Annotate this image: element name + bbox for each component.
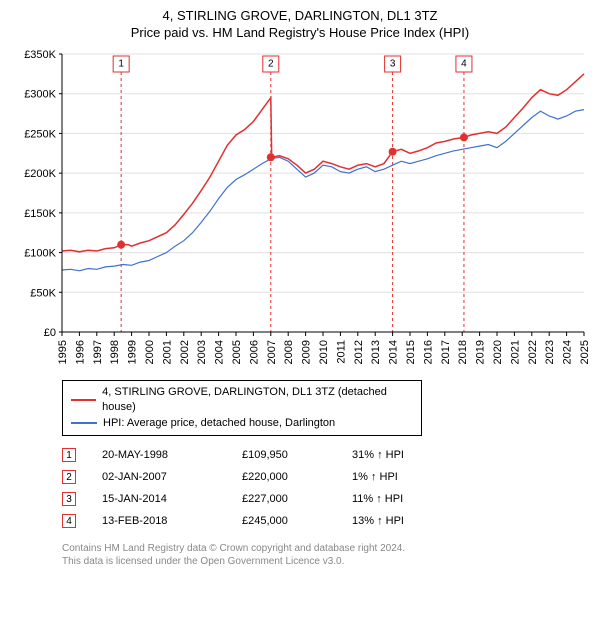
chart-container: 4, STIRLING GROVE, DARLINGTON, DL1 3TZ P… bbox=[0, 0, 600, 578]
sale-delta: 1% ↑ HPI bbox=[352, 471, 462, 483]
x-tick-label: 2009 bbox=[301, 340, 313, 364]
sale-price: £227,000 bbox=[242, 493, 352, 505]
sale-price: £245,000 bbox=[242, 515, 352, 527]
table-row: 1 20-MAY-1998 £109,950 31% ↑ HPI bbox=[62, 444, 590, 466]
sale-delta: 31% ↑ HPI bbox=[352, 449, 462, 461]
x-tick-label: 2022 bbox=[527, 340, 539, 364]
sale-date: 13-FEB-2018 bbox=[102, 515, 242, 527]
chart-subtitle: Price paid vs. HM Land Registry's House … bbox=[10, 25, 590, 40]
sale-delta: 13% ↑ HPI bbox=[352, 515, 462, 527]
legend-label-hpi: HPI: Average price, detached house, Darl… bbox=[103, 416, 335, 431]
y-tick-label: £200K bbox=[24, 168, 56, 180]
x-tick-label: 2025 bbox=[579, 340, 590, 364]
x-tick-label: 2021 bbox=[509, 340, 521, 364]
sale-marker-number: 2 bbox=[268, 59, 274, 70]
sale-marker-dot bbox=[460, 133, 468, 141]
x-tick-label: 2008 bbox=[283, 340, 295, 364]
x-tick-label: 2013 bbox=[370, 340, 382, 364]
footer-line2: This data is licensed under the Open Gov… bbox=[62, 555, 590, 568]
x-tick-label: 2004 bbox=[214, 340, 226, 364]
x-tick-label: 1995 bbox=[57, 340, 69, 364]
legend-swatch-hpi bbox=[71, 422, 97, 424]
legend: 4, STIRLING GROVE, DARLINGTON, DL1 3TZ (… bbox=[62, 380, 422, 436]
x-tick-label: 2001 bbox=[161, 340, 173, 364]
x-tick-label: 2011 bbox=[335, 340, 347, 364]
chart-title-address: 4, STIRLING GROVE, DARLINGTON, DL1 3TZ bbox=[10, 8, 590, 23]
x-tick-label: 2016 bbox=[422, 340, 434, 364]
y-tick-label: £300K bbox=[24, 89, 56, 101]
chart-plot: £0 £50K £100K £150K £200K £250K £300K £350K 1995… bbox=[10, 44, 590, 374]
marker-box-icon: 1 bbox=[62, 448, 76, 462]
sale-marker-dot bbox=[267, 153, 275, 161]
legend-swatch-property bbox=[71, 399, 96, 401]
sale-price: £220,000 bbox=[242, 471, 352, 483]
sale-marker-number: 1 bbox=[118, 59, 124, 70]
x-tick-label: 2000 bbox=[144, 340, 156, 364]
x-tick-label: 1999 bbox=[127, 340, 139, 364]
x-tick-label: 2023 bbox=[544, 340, 556, 364]
sale-date: 20-MAY-1998 bbox=[102, 449, 242, 461]
x-tick-label: 2024 bbox=[562, 340, 574, 364]
marker-box-icon: 2 bbox=[62, 470, 76, 484]
sale-marker-number: 3 bbox=[390, 59, 396, 70]
sale-date: 15-JAN-2014 bbox=[102, 493, 242, 505]
marker-box-icon: 3 bbox=[62, 492, 76, 506]
sale-marker-dot bbox=[117, 241, 125, 249]
x-tick-label: 2007 bbox=[266, 340, 278, 364]
table-row: 4 13-FEB-2018 £245,000 13% ↑ HPI bbox=[62, 510, 590, 532]
sale-marker-dot bbox=[389, 148, 397, 156]
y-tick-label: £100K bbox=[24, 248, 56, 260]
table-row: 2 02-JAN-2007 £220,000 1% ↑ HPI bbox=[62, 466, 590, 488]
y-tick-label: £350K bbox=[24, 49, 56, 61]
footer-attribution: Contains HM Land Registry data © Crown c… bbox=[62, 542, 590, 568]
x-tick-label: 2019 bbox=[475, 340, 487, 364]
sale-price: £109,950 bbox=[242, 449, 352, 461]
y-tick-label: £0 bbox=[44, 327, 56, 339]
x-tick-label: 2003 bbox=[196, 340, 208, 364]
x-tick-label: 2002 bbox=[179, 340, 191, 364]
x-tick-label: 1997 bbox=[92, 340, 104, 364]
sale-marker-number: 4 bbox=[461, 59, 467, 70]
x-tick-label: 2006 bbox=[248, 340, 260, 364]
sales-table: 1 20-MAY-1998 £109,950 31% ↑ HPI 2 02-JA… bbox=[62, 444, 590, 532]
x-tick-label: 1998 bbox=[109, 340, 121, 364]
x-tick-label: 2014 bbox=[388, 340, 400, 364]
line-chart-svg: £0 £50K £100K £150K £200K £250K £300K £350K 1995… bbox=[10, 44, 590, 374]
marker-box-icon: 4 bbox=[62, 514, 76, 528]
legend-item-hpi: HPI: Average price, detached house, Darl… bbox=[71, 416, 413, 431]
x-tick-label: 2017 bbox=[440, 340, 452, 364]
legend-item-property: 4, STIRLING GROVE, DARLINGTON, DL1 3TZ (… bbox=[71, 385, 413, 416]
x-tick-label: 2015 bbox=[405, 340, 417, 364]
x-tick-label: 1996 bbox=[74, 340, 86, 364]
y-tick-label: £250K bbox=[24, 128, 56, 140]
sale-delta: 11% ↑ HPI bbox=[352, 493, 462, 505]
title-block: 4, STIRLING GROVE, DARLINGTON, DL1 3TZ P… bbox=[10, 8, 590, 40]
y-tick-label: £150K bbox=[24, 208, 56, 220]
x-tick-label: 2005 bbox=[231, 340, 243, 364]
x-tick-label: 2010 bbox=[318, 340, 330, 364]
table-row: 3 15-JAN-2014 £227,000 11% ↑ HPI bbox=[62, 488, 590, 510]
x-tick-label: 2012 bbox=[353, 340, 365, 364]
legend-label-property: 4, STIRLING GROVE, DARLINGTON, DL1 3TZ (… bbox=[102, 385, 413, 416]
x-tick-label: 2018 bbox=[457, 340, 469, 364]
sale-date: 02-JAN-2007 bbox=[102, 471, 242, 483]
x-tick-label: 2020 bbox=[492, 340, 504, 364]
footer-line1: Contains HM Land Registry data © Crown c… bbox=[62, 542, 590, 555]
y-tick-label: £50K bbox=[30, 287, 56, 299]
